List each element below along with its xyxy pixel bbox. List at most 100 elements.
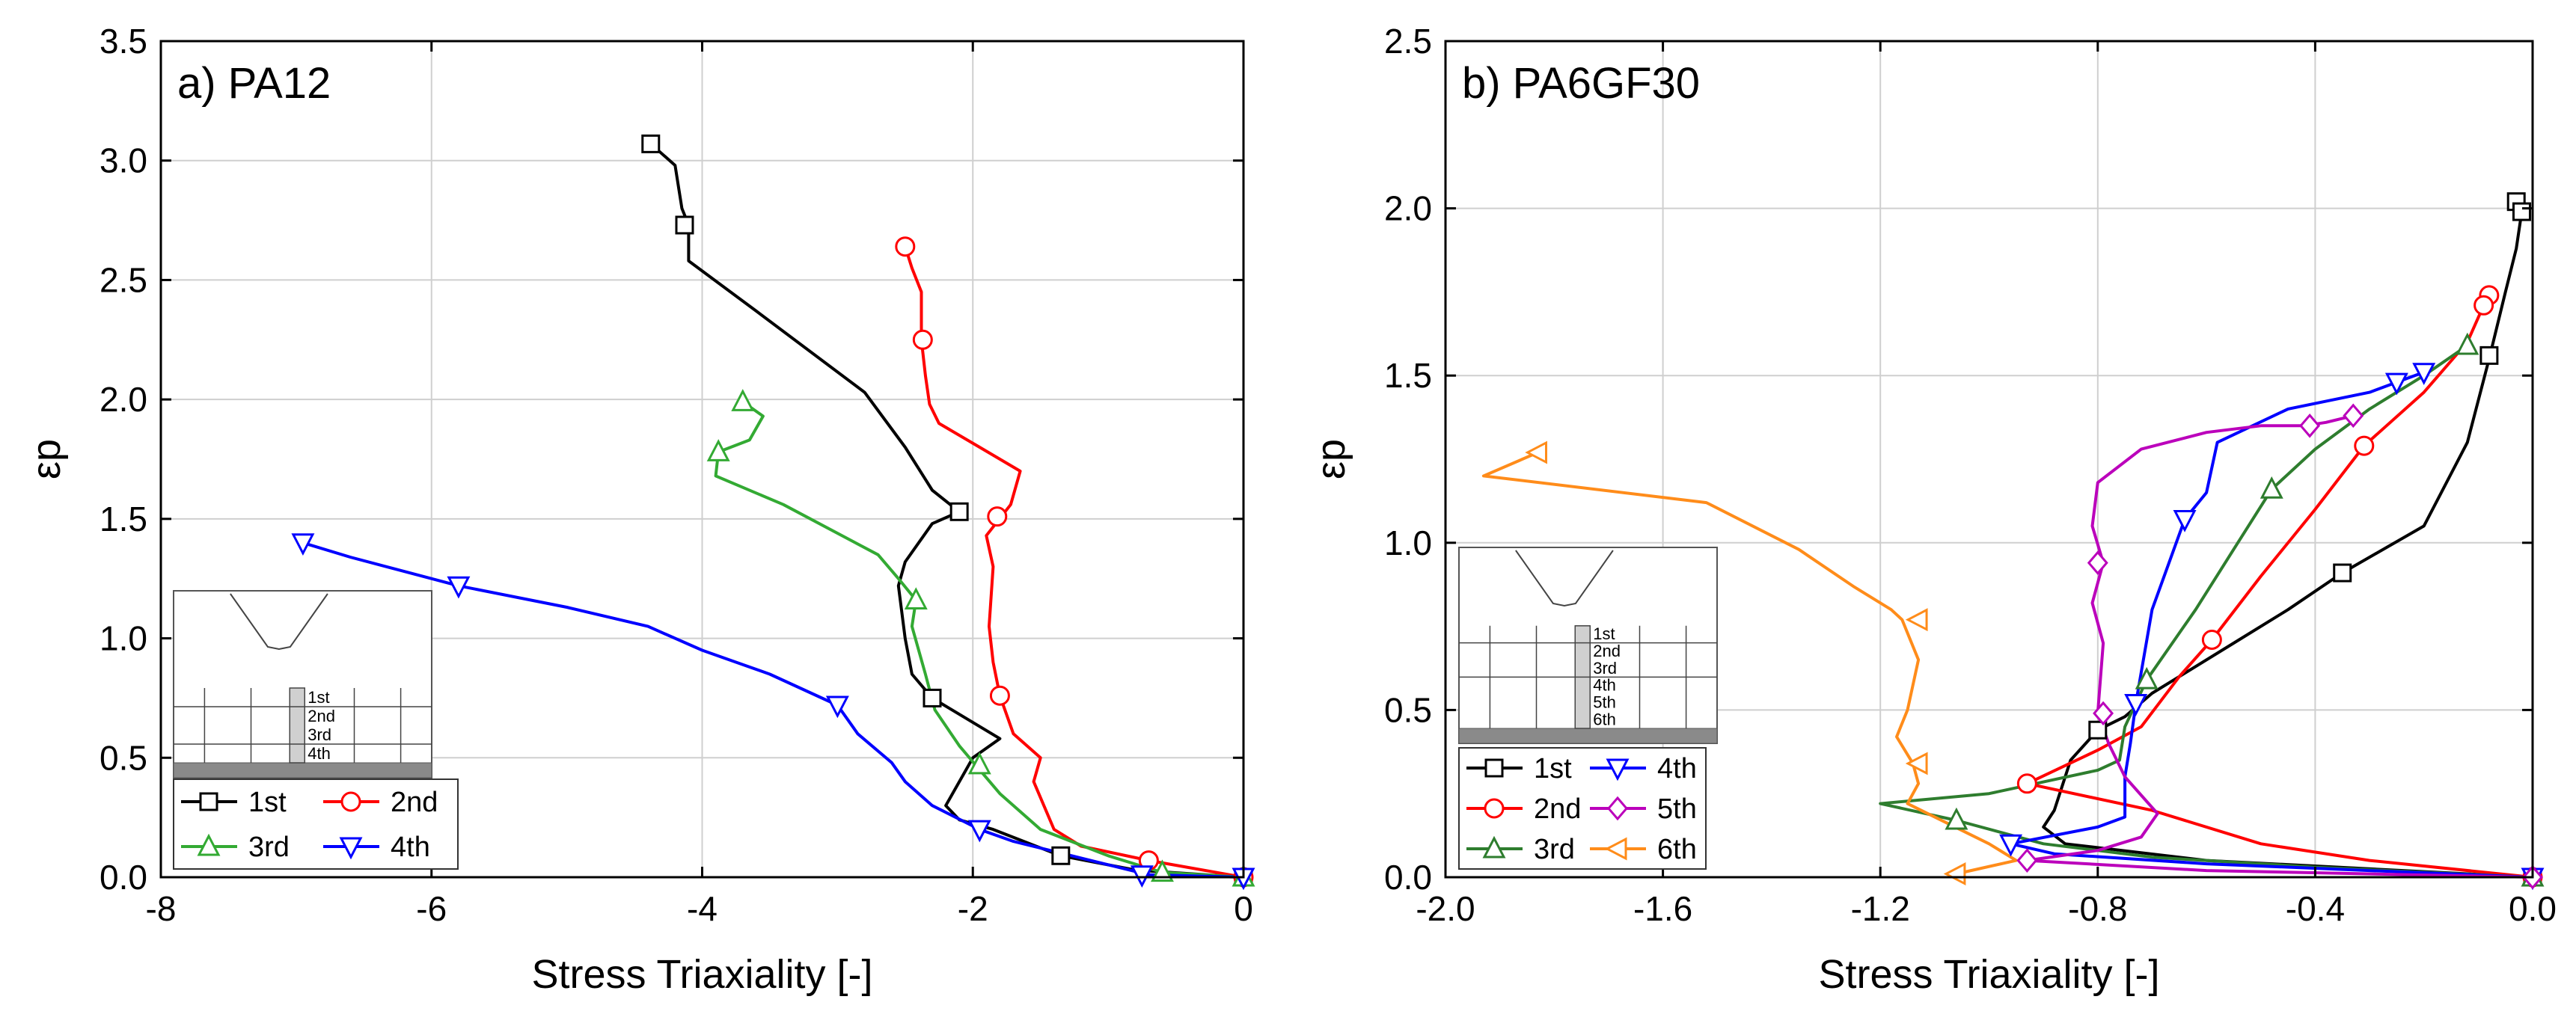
inset-layer-label: 5th: [1593, 693, 1616, 712]
data-point-4th: [1999, 834, 2023, 857]
y-tick-label: 1.5: [100, 500, 147, 538]
legend-label-3rd: 3rd: [1534, 834, 1575, 865]
legend-label-5th: 5th: [1657, 793, 1697, 825]
data-point-2nd: [989, 685, 1010, 706]
inset-layer-label: 3rd: [308, 725, 331, 744]
data-point-4th: [2124, 693, 2148, 716]
y-tick-label: 2.0: [100, 380, 147, 419]
y-tick-label: 1.0: [1384, 523, 1432, 562]
legend-marker-2nd: [1484, 798, 1505, 819]
legend-marker-3rd: [197, 833, 221, 856]
legend-label-4th: 4th: [1657, 753, 1697, 784]
legend: 1st 2nd 3rd 4th 5th 6th: [1458, 747, 1707, 870]
data-point-1st: [2333, 563, 2352, 583]
data-point-5th: [2087, 550, 2108, 575]
data-point-3rd: [1945, 807, 1968, 830]
data-point-4th: [447, 576, 471, 599]
x-axis-title: Stress Triaxiality [-]: [531, 952, 872, 997]
base-plate: [173, 762, 432, 778]
x-tick-label: 0: [1234, 889, 1253, 928]
series-line-1st: [649, 142, 1244, 879]
legend-marker-3rd: [1482, 835, 1506, 859]
data-point-1st: [2088, 720, 2108, 740]
inset-layer-label: 2nd: [308, 707, 335, 725]
plot-frame: [1444, 40, 2534, 879]
x-tick-label: -0.4: [2286, 889, 2345, 928]
data-point-6th: [1525, 440, 1548, 464]
y-tick-label: 2.0: [1384, 189, 1432, 228]
data-point-3rd: [2260, 476, 2283, 499]
data-point-4th: [1130, 865, 1154, 888]
data-point-3rd: [967, 752, 991, 775]
legend-marker-6th: [1604, 837, 1627, 861]
indenter-shape: [230, 593, 328, 651]
legend-label-2nd: 2nd: [1534, 793, 1581, 825]
inset-layer-label: 4th: [1593, 676, 1616, 695]
legend-label-3rd: 3rd: [248, 832, 290, 863]
panel-a-pa12: -8 -6 -4 -2 0 0.0 0.5 1.0 1.5 2.0 2.5 3.0 3.5 Stress …: [24, 22, 1255, 997]
data-point-4th: [825, 695, 849, 719]
data-point-4th: [967, 820, 991, 843]
data-point-1st: [923, 688, 942, 707]
data-point-3rd: [2456, 332, 2479, 355]
data-point-1st: [949, 502, 969, 521]
data-point-6th: [1905, 608, 1928, 632]
x-tick-label: -6: [416, 889, 447, 928]
legend-marker-4th: [1606, 758, 1630, 781]
y-tick-label: 2.5: [1384, 22, 1432, 61]
series-line-4th: [302, 541, 1244, 879]
y-tick-label: 3.5: [100, 22, 147, 61]
legend-label-4th: 4th: [391, 832, 430, 863]
data-point-2nd: [987, 506, 1008, 527]
x-tick-label: -8: [146, 889, 177, 928]
data-point-5th: [2016, 848, 2038, 873]
legend-frame: [173, 778, 459, 870]
legend-marker-5th: [1607, 796, 1628, 821]
inset-layer-label: 1st: [308, 688, 329, 707]
y-axis-title: εp: [24, 439, 69, 479]
legend-marker-2nd: [340, 791, 361, 812]
data-point-4th: [2384, 372, 2408, 396]
data-point-2nd: [2201, 629, 2222, 650]
data-point-1st: [2479, 345, 2499, 365]
series-line-5th: [2025, 414, 2533, 879]
series-line-1st: [2042, 200, 2533, 879]
y-tick-label: 2.5: [100, 260, 147, 299]
data-point-3rd: [2135, 666, 2159, 690]
legend-marker-4th: [339, 837, 363, 860]
data-point-1st: [1051, 846, 1071, 865]
data-point-1st: [2512, 202, 2531, 221]
data-point-4th: [2173, 509, 2197, 532]
data-point-1st: [675, 215, 694, 235]
series-line-2nd: [903, 246, 1244, 879]
inset-layer-label: 3rd: [1593, 659, 1617, 678]
x-tick-label: 0.0: [2509, 889, 2557, 928]
data-point-2nd: [895, 236, 916, 257]
legend-label-6th: 6th: [1657, 834, 1697, 865]
y-tick-label: 0.0: [100, 858, 147, 897]
panel-title: a) PA12: [177, 59, 331, 108]
legend-label-1st: 1st: [248, 787, 287, 818]
data-point-6th: [1943, 862, 1966, 885]
data-point-5th: [2093, 701, 2114, 726]
y-tick-label: 0.5: [1384, 690, 1432, 729]
legend: 1st 3rd 2nd 4th: [173, 778, 459, 870]
x-tick-label: -1.2: [1851, 889, 1910, 928]
x-tick-label: -2.0: [1416, 889, 1475, 928]
legend-label-1st: 1st: [1534, 753, 1572, 784]
y-tick-label: 0.5: [100, 738, 147, 777]
series-line-3rd: [714, 400, 1244, 879]
y-tick-label: 1.0: [100, 619, 147, 658]
inset-layer-label: 2nd: [1593, 642, 1621, 660]
y-tick-label: 0.0: [1384, 858, 1432, 897]
data-point-6th: [1905, 752, 1928, 776]
inset-layer-label: 1st: [1593, 624, 1615, 643]
data-point-4th: [291, 533, 315, 556]
specimen-column: [289, 687, 305, 764]
data-point-3rd: [1151, 859, 1174, 882]
x-tick-label: -0.8: [2068, 889, 2127, 928]
x-tick-label: -2: [958, 889, 988, 928]
